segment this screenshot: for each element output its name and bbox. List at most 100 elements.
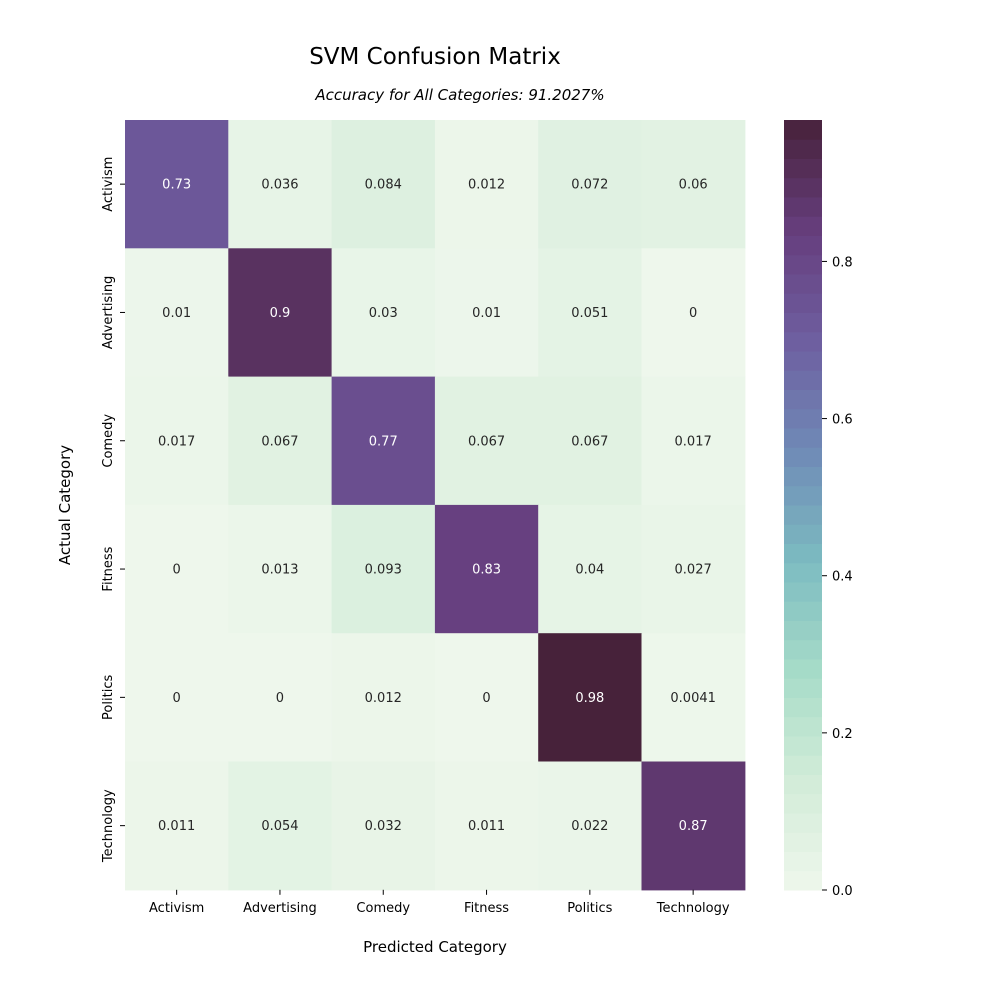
colorbar-segment <box>784 139 822 159</box>
heatmap-cell-comedy-technology <box>641 376 746 506</box>
heatmap-cell-advertising-comedy <box>331 248 436 378</box>
cell-value-label: 0 <box>276 691 284 706</box>
cell-value-label: 0.022 <box>571 819 608 834</box>
heatmap-cells <box>125 120 746 891</box>
cell-value-label: 0 <box>482 691 490 706</box>
colorbar-segment <box>784 408 822 429</box>
colorbar-segment <box>784 235 822 256</box>
cell-value-label: 0 <box>173 691 181 706</box>
cell-value-label: 0.03 <box>369 306 398 321</box>
colorbar-segment <box>784 274 822 294</box>
x-tick-label: Fitness <box>464 901 509 916</box>
colorbar-segment <box>784 716 822 737</box>
colorbar-segment <box>784 524 822 544</box>
y-axis-ticks: Activism Advertising Comedy Fitness Politics… <box>101 157 125 863</box>
x-tick-label: Politics <box>567 901 612 916</box>
colorbar-segment <box>784 351 822 371</box>
colorbar-segment <box>784 293 822 313</box>
y-axis-label: Actual Category <box>56 445 74 565</box>
heatmap-cell-technology-comedy <box>331 761 436 891</box>
cell-value-label: 0.98 <box>575 691 604 706</box>
colorbar-segment <box>784 639 822 660</box>
cell-value-label: 0.067 <box>468 434 505 449</box>
colorbar-segment <box>784 505 822 525</box>
colorbar-segment <box>784 254 822 275</box>
x-axis-ticks: Activism Advertising Comedy Fitness Politics… <box>149 889 730 916</box>
cell-value-label: 0.072 <box>571 178 608 193</box>
cell-value-label: 0.036 <box>261 178 298 193</box>
cell-value-label: 0.01 <box>472 306 501 321</box>
colorbar-segment <box>784 870 822 891</box>
colorbar-segment <box>784 466 822 487</box>
heatmap-cell-activism-activism <box>125 120 229 249</box>
heatmap-cell-activism-technology <box>641 120 746 249</box>
heatmap-cell-comedy-fitness <box>434 376 539 506</box>
heatmap-cell-activism-comedy <box>331 120 436 249</box>
cell-value-label: 0.011 <box>158 819 195 834</box>
colorbar-segment <box>784 331 822 352</box>
cell-value-label: 0.067 <box>571 434 608 449</box>
colorbar-segment <box>784 485 822 506</box>
y-tick-label: Technology <box>101 789 116 863</box>
colorbar-segment <box>784 447 822 467</box>
colorbar-tick-label: 0.2 <box>832 727 853 742</box>
colorbar-segment <box>784 659 822 679</box>
cell-value-label: 0.027 <box>675 563 712 578</box>
heatmap-cell-politics-technology <box>641 633 746 763</box>
heatmap-cell-politics-activism <box>125 633 229 763</box>
heatmap-cell-activism-fitness <box>434 120 539 249</box>
colorbar <box>784 120 822 891</box>
colorbar-segment <box>784 620 822 641</box>
cell-value-label: 0.012 <box>365 691 402 706</box>
heatmap-cell-technology-advertising <box>228 761 333 891</box>
colorbar-segment <box>784 216 822 236</box>
cell-value-label: 0 <box>689 306 697 321</box>
colorbar-segment <box>784 755 822 775</box>
cell-value-label: 0.093 <box>365 563 402 578</box>
x-tick-label: Advertising <box>243 901 317 916</box>
colorbar-tick-label: 0.6 <box>832 413 853 428</box>
y-tick-label: Advertising <box>101 276 116 350</box>
heatmap-cell-advertising-fitness <box>434 248 539 378</box>
chart-subtitle: Accuracy for All Categories: 91.2027% <box>314 86 604 104</box>
cell-value-label: 0.06 <box>679 178 708 193</box>
heatmap-cell-fitness-fitness <box>434 504 539 634</box>
cell-value-label: 0.012 <box>468 178 505 193</box>
colorbar-tick-label: 0.4 <box>832 570 853 585</box>
heatmap-cell-fitness-comedy <box>331 504 436 634</box>
heatmap-cell-technology-technology <box>641 761 746 891</box>
heatmap-cell-technology-politics <box>538 761 643 891</box>
colorbar-segment <box>784 851 822 872</box>
colorbar-segment <box>784 813 822 833</box>
heatmap-cell-fitness-politics <box>538 504 643 634</box>
heatmap-cell-advertising-activism <box>125 248 229 378</box>
cell-value-label: 0.73 <box>162 178 191 193</box>
colorbar-segment <box>784 370 822 390</box>
cell-value-label: 0.04 <box>575 563 604 578</box>
colorbar-tick-label: 0.0 <box>832 884 853 899</box>
cell-value-label: 0.017 <box>158 434 195 449</box>
x-tick-label: Comedy <box>356 901 410 916</box>
colorbar-segment <box>784 158 822 179</box>
heatmap-cell-politics-fitness <box>434 633 539 763</box>
heatmap-cell-advertising-advertising <box>228 248 333 378</box>
y-tick-label: Comedy <box>101 414 116 468</box>
cell-value-label: 0.77 <box>369 434 398 449</box>
colorbar-tick-label: 0.8 <box>832 255 853 270</box>
y-tick-label: Politics <box>101 675 116 720</box>
heatmap-cell-fitness-activism <box>125 504 229 634</box>
colorbar-segment <box>784 428 822 448</box>
cell-value-label: 0.051 <box>571 306 608 321</box>
heatmap-cell-politics-comedy <box>331 633 436 763</box>
colorbar-segment <box>784 678 822 698</box>
cell-value-label: 0.067 <box>261 434 298 449</box>
colorbar-segment <box>784 562 822 583</box>
colorbar-segment <box>784 197 822 217</box>
colorbar-segment <box>784 120 822 140</box>
heatmap-cell-labels: 0.73 0.036 0.084 0.012 0.072 0.06 0.01 0.9 0.03 0… <box>158 178 716 835</box>
colorbar-segment <box>784 736 822 756</box>
heatmap-cell-advertising-technology <box>641 248 746 378</box>
cell-value-label: 0.032 <box>365 819 402 834</box>
heatmap-cell-fitness-technology <box>641 504 746 634</box>
heatmap-cell-fitness-advertising <box>228 504 333 634</box>
